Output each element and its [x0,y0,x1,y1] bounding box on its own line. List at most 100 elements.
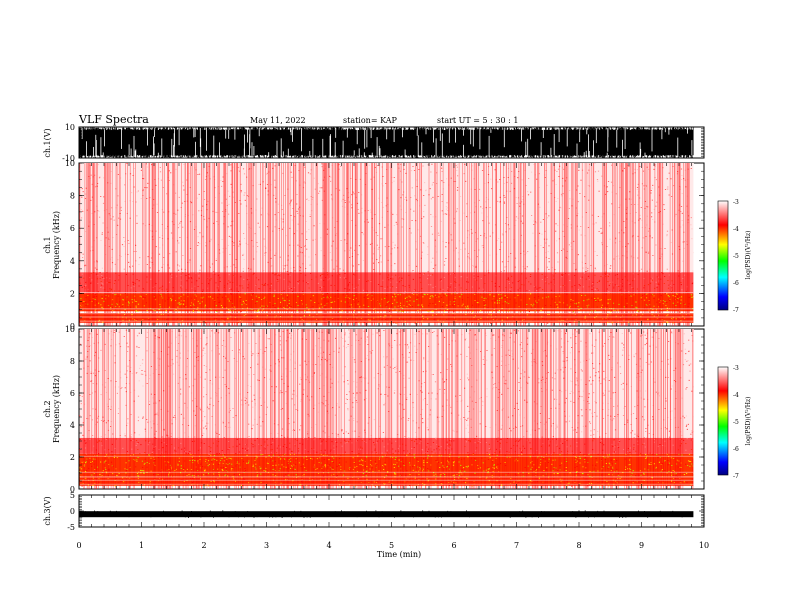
y-axis-tick-label: -10 [62,154,75,163]
ch1-waveform-gap [133,135,135,157]
ch1-waveform-gap [595,128,597,144]
x-axis-tick-marks [78,163,705,326]
ch1-spectrogram-ylabel-frequency: Frequency (kHz) [52,211,61,279]
ch1-waveform-gap [100,137,102,157]
ch1-waveform-gap [200,138,202,157]
ch1-waveform-gap [542,128,544,138]
ch1-waveform-gap [329,135,331,157]
ch1-waveform-gap [488,135,490,157]
ch1-waveform-gap [287,148,289,157]
ch1-waveform-gap [234,128,236,140]
ch1-waveform-gap [157,152,159,157]
ch1-waveform-gap [95,134,97,157]
ch1-waveform-gap [353,150,355,157]
ch1-waveform-gap [664,128,666,133]
ch2-colorbar-label: log(PSD)(V²/Hz) [745,397,752,446]
ch1-waveform-gap [173,133,175,157]
ch2-colorbar-tick-label: -6 [733,446,739,453]
x-axis-label: Time (min) [377,550,421,559]
x-axis-tick-label: 8 [576,541,581,550]
ch1-waveform-gap [309,150,311,157]
ch2-spectrogram-ylabel-channel: ch.2 [43,400,52,417]
ch2-colorbar: -3 -4 -5 -6 -7 log(PSD)(V²/Hz) [717,365,752,480]
y-axis-tick-label: 10 [65,159,75,168]
ch1-waveform-gap [525,141,527,157]
ch1-waveform-gap [622,139,623,157]
ch1-waveform-gap [579,128,581,143]
ch1-colorbar-tick-label: -5 [733,253,739,260]
x-axis-tick-label: 10 [699,541,709,550]
ch1-waveform-gap [178,128,180,146]
ch1-waveform-gap [154,128,155,138]
ch1-waveform-gap [479,128,481,150]
ch1-waveform-gap [228,128,230,139]
y-axis-minor-ticks [79,126,704,159]
ch1-waveform-gap [335,128,337,138]
ch1-waveform-gap [583,152,585,157]
ch1-waveform-gap [206,128,207,151]
y-axis-tick-label: 8 [70,192,75,201]
ch2-colorbar-tick-label: -3 [733,365,739,372]
x-axis-tick-label: 4 [326,541,331,550]
ch1-waveform-gap [566,128,568,147]
ch1-waveform-gap [624,128,626,150]
ch1-waveform-gap [393,128,395,143]
ch3-waveform-band [79,511,694,518]
ch1-waveform-gap [301,128,302,152]
ch1-spec-layer-noise [80,163,695,273]
ch1-waveform-gap [588,150,590,157]
ch1-waveform-gap [530,128,531,140]
y-axis-tick-label: 5 [70,491,75,500]
ch1-waveform-gap [322,138,324,157]
ch1-colorbar-tick-label: -4 [733,226,739,233]
x-axis-tick-label: 5 [389,541,394,550]
ch1-waveform-gap [244,134,245,157]
ch1-waveform-gap [268,152,270,157]
x-axis-tick-label: 3 [264,541,269,550]
ch1-waveform-gap [576,143,578,157]
ch1-waveform-gap [102,152,104,157]
ch1-colorbar-label: log(PSD)(V²/Hz) [745,231,752,280]
ch1-colorbar: -3 -4 -5 -6 -7 log(PSD)(V²/Hz) [717,199,752,314]
ch1-waveform-gap [644,152,646,157]
ch1-spec-layer-streaks [79,163,690,326]
y-axis-tick-label: 0 [70,485,75,494]
ch1-waveform-gap [358,148,360,157]
y-axis-tick-label: 10 [65,325,75,334]
ch3-waveform-trace [78,510,694,518]
ch1-waveform-gap [193,128,195,138]
ch1-waveform-gap [356,128,358,145]
ch1-waveform-gap [416,128,418,136]
ch1-waveform-gap [386,128,388,140]
y-axis-tick-label: 10 [65,123,75,132]
ch1-waveform-gap [134,150,136,157]
figure-title: VLF Spectra [78,113,149,126]
ch1-waveform-gap [334,142,336,157]
ch1-waveform-gap [363,152,365,157]
y-axis-tick-label: 4 [70,421,75,430]
ch1-spectrogram-ylabel-channel: ch.1 [43,236,52,253]
start-time-label: start UT = 5 : 30 : 1 [437,116,518,125]
ch1-waveform-gap [593,140,594,157]
ch1-waveform-gap [586,128,588,135]
ch1-waveform-gap [290,128,292,136]
ch1-waveform-gap [379,148,381,157]
ch2-colorbar-tick-label: -4 [733,392,739,399]
ch1-waveform-gap [417,135,419,157]
ch1-waveform-gap [249,134,250,157]
ch1-waveform-gap [463,144,464,157]
ch1-waveform-gap [195,141,196,157]
ch1-colorbar-tick-label: -3 [733,199,739,206]
ch1-waveform-gap [342,140,344,157]
ch1-waveform-gap [585,150,587,157]
ch2-colorbar-tick-label: -7 [733,473,739,480]
ch1-waveform-gap [404,149,406,157]
ch1-waveform-gap [86,141,87,157]
x-axis-tick-marks [78,127,705,158]
y-axis-tick-label: 0 [70,322,75,331]
ch1-waveform-gap [616,128,618,148]
ch1-waveform-gap [93,146,94,157]
y-axis-tick-label: 6 [70,389,75,398]
ch1-waveform-gap [472,128,474,147]
